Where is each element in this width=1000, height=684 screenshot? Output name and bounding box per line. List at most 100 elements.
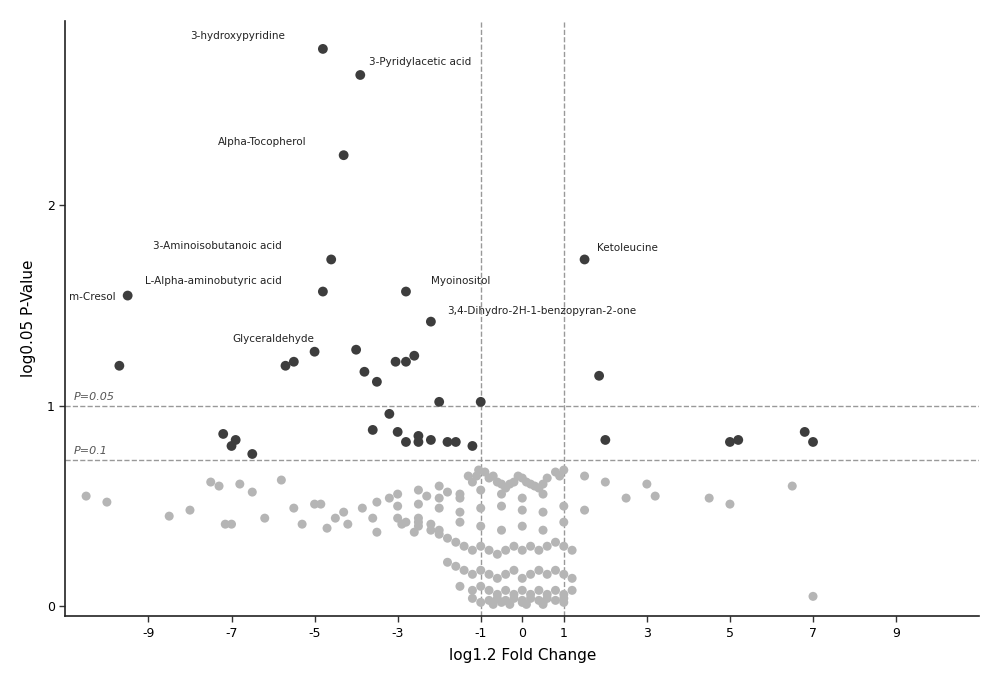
Point xyxy=(518,599,534,610)
Point xyxy=(547,595,563,606)
Y-axis label: log0.05 P-Value: log0.05 P-Value xyxy=(21,260,36,378)
Point xyxy=(489,477,505,488)
Point xyxy=(448,537,464,548)
Point xyxy=(547,565,563,576)
Point xyxy=(431,396,447,407)
Point xyxy=(452,507,468,518)
Point xyxy=(531,544,547,555)
Point xyxy=(523,569,539,580)
Point xyxy=(257,513,273,524)
Point xyxy=(456,541,472,552)
Point xyxy=(381,408,397,419)
Point xyxy=(618,492,634,503)
Point xyxy=(232,479,248,490)
Point xyxy=(111,360,127,371)
Point xyxy=(315,44,331,55)
Point xyxy=(228,434,244,445)
Point xyxy=(485,599,501,610)
Point xyxy=(564,573,580,583)
Text: L-Alpha-aminobutyric acid: L-Alpha-aminobutyric acid xyxy=(145,276,281,285)
Point xyxy=(464,544,480,555)
Point xyxy=(535,599,551,610)
Point xyxy=(278,360,294,371)
Point xyxy=(439,557,455,568)
Point xyxy=(448,561,464,572)
Point xyxy=(531,483,547,494)
Point xyxy=(99,497,115,508)
Point xyxy=(506,565,522,576)
Point xyxy=(493,597,509,608)
Point xyxy=(493,525,509,536)
Point xyxy=(323,254,339,265)
Point xyxy=(431,525,447,536)
Text: P=0.05: P=0.05 xyxy=(74,392,115,402)
Point xyxy=(523,541,539,552)
Point xyxy=(423,434,439,445)
Point xyxy=(489,593,505,604)
Point xyxy=(506,541,522,552)
Point xyxy=(564,544,580,555)
Point xyxy=(730,434,746,445)
Point xyxy=(547,585,563,596)
Point xyxy=(805,591,821,602)
Point xyxy=(224,440,240,451)
Point xyxy=(423,525,439,536)
Point xyxy=(506,593,522,604)
Point xyxy=(410,436,426,447)
Point xyxy=(481,595,497,606)
Point xyxy=(547,537,563,548)
Text: 3-hydroxypyridine: 3-hydroxypyridine xyxy=(191,31,286,41)
Point xyxy=(556,597,572,608)
Point xyxy=(439,436,455,447)
Point xyxy=(577,471,593,482)
Point xyxy=(564,585,580,596)
Point xyxy=(431,492,447,503)
Text: 3-Aminoisobutanoic acid: 3-Aminoisobutanoic acid xyxy=(153,241,281,252)
Point xyxy=(464,440,480,451)
Point xyxy=(410,499,426,510)
Point xyxy=(527,481,543,492)
Point xyxy=(797,426,813,437)
Point xyxy=(531,565,547,576)
Text: m-Cresol: m-Cresol xyxy=(69,291,115,302)
Point xyxy=(514,544,530,555)
Point xyxy=(394,518,410,529)
Point xyxy=(523,589,539,600)
Point xyxy=(552,471,568,482)
Point xyxy=(369,497,385,508)
Point xyxy=(591,370,607,381)
Text: Ketoleucine: Ketoleucine xyxy=(597,244,658,254)
Point xyxy=(352,70,368,81)
Point xyxy=(473,484,489,495)
Point xyxy=(388,356,404,367)
Point xyxy=(473,565,489,576)
Point xyxy=(419,490,435,501)
Point xyxy=(514,595,530,606)
Point xyxy=(398,436,414,447)
Point xyxy=(506,589,522,600)
Point xyxy=(410,484,426,495)
Point xyxy=(464,593,480,604)
Point xyxy=(535,479,551,490)
Point xyxy=(556,589,572,600)
Point xyxy=(464,569,480,580)
Point xyxy=(535,597,551,608)
Point xyxy=(431,529,447,540)
Point xyxy=(423,316,439,327)
Point xyxy=(498,595,514,606)
Text: P=0.1: P=0.1 xyxy=(74,446,108,456)
Point xyxy=(523,479,539,490)
Point xyxy=(78,490,94,501)
Point xyxy=(410,430,426,441)
Point xyxy=(182,505,198,516)
Point xyxy=(539,589,555,600)
Point xyxy=(722,436,738,447)
Point xyxy=(307,499,323,510)
Point xyxy=(286,356,302,367)
Point xyxy=(398,516,414,527)
X-axis label: log1.2 Fold Change: log1.2 Fold Change xyxy=(449,648,596,663)
Point xyxy=(556,593,572,604)
Point xyxy=(452,581,468,592)
Point xyxy=(784,481,800,492)
Point xyxy=(327,513,343,524)
